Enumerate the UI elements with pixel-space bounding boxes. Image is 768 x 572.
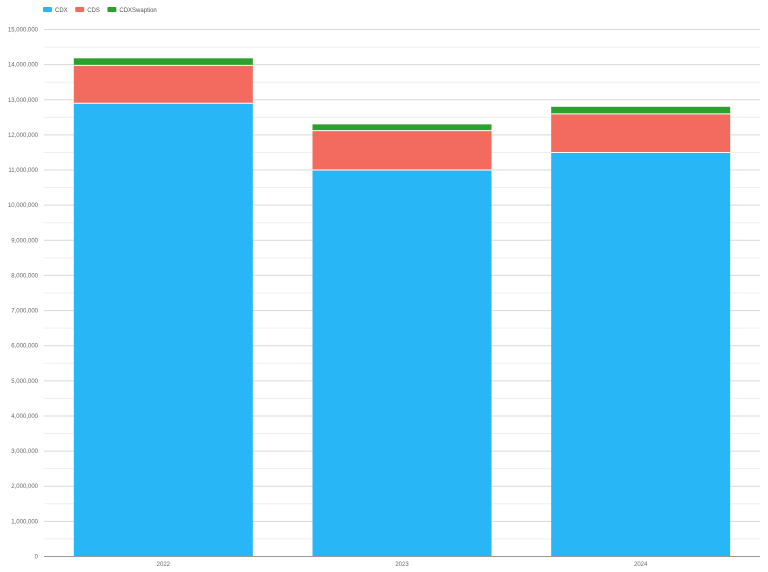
y-tick-label: 13,000,000 [8,98,39,104]
y-tick-label: 15,000,000 [8,28,39,34]
chart-legend: CDX CDS CDXSwaption [43,7,157,14]
y-tick-label: 0 [35,555,39,561]
bar-cds-2024[interactable] [551,113,731,153]
y-tick-label: 3,000,000 [11,449,38,455]
x-tick-label: 2024 [634,562,648,568]
bar-cdx-2024[interactable] [551,152,731,557]
legend-swatch-cdxswaption[interactable] [107,7,117,12]
y-axis-tick-labels: 0 1,000,000 2,000,000 3,000,000 4,000,000 5,0… [8,28,39,561]
bar-cdxswaption-2023[interactable] [312,124,492,131]
y-tick-label: 6,000,000 [11,344,38,350]
y-tick-label: 8,000,000 [11,273,38,279]
bar-cds-2023[interactable] [312,130,492,171]
y-tick-label: 12,000,000 [8,133,39,139]
y-tick-label: 14,000,000 [8,63,39,69]
bar-cdx-2023[interactable] [312,170,492,557]
bar-cds-2022[interactable] [73,65,253,104]
bar-cdxswaption-2024[interactable] [551,106,731,114]
bar-cdx-2022[interactable] [73,103,253,557]
y-tick-label: 2,000,000 [11,484,38,490]
x-axis: 2022 2023 2024 [44,556,760,568]
bar-cdxswaption-2022[interactable] [73,58,253,66]
x-tick-label: 2023 [395,562,409,568]
legend-swatch-cdx[interactable] [43,7,52,12]
y-tick-label: 1,000,000 [11,519,38,525]
y-tick-label: 4,000,000 [11,414,38,420]
legend-label-cdxswaption[interactable]: CDXSwaption [119,8,156,14]
legend-swatch-cds[interactable] [75,7,85,12]
legend-label-cds[interactable]: CDS [87,8,100,14]
x-tick-label: 2022 [157,562,171,568]
y-tick-label: 10,000,000 [8,203,39,209]
y-tick-label: 7,000,000 [11,309,38,315]
y-tick-label: 11,000,000 [8,168,38,174]
legend-label-cdx[interactable]: CDX [55,8,68,14]
chart-bars [73,58,731,557]
y-tick-label: 5,000,000 [11,379,38,385]
y-tick-label: 9,000,000 [11,238,38,244]
